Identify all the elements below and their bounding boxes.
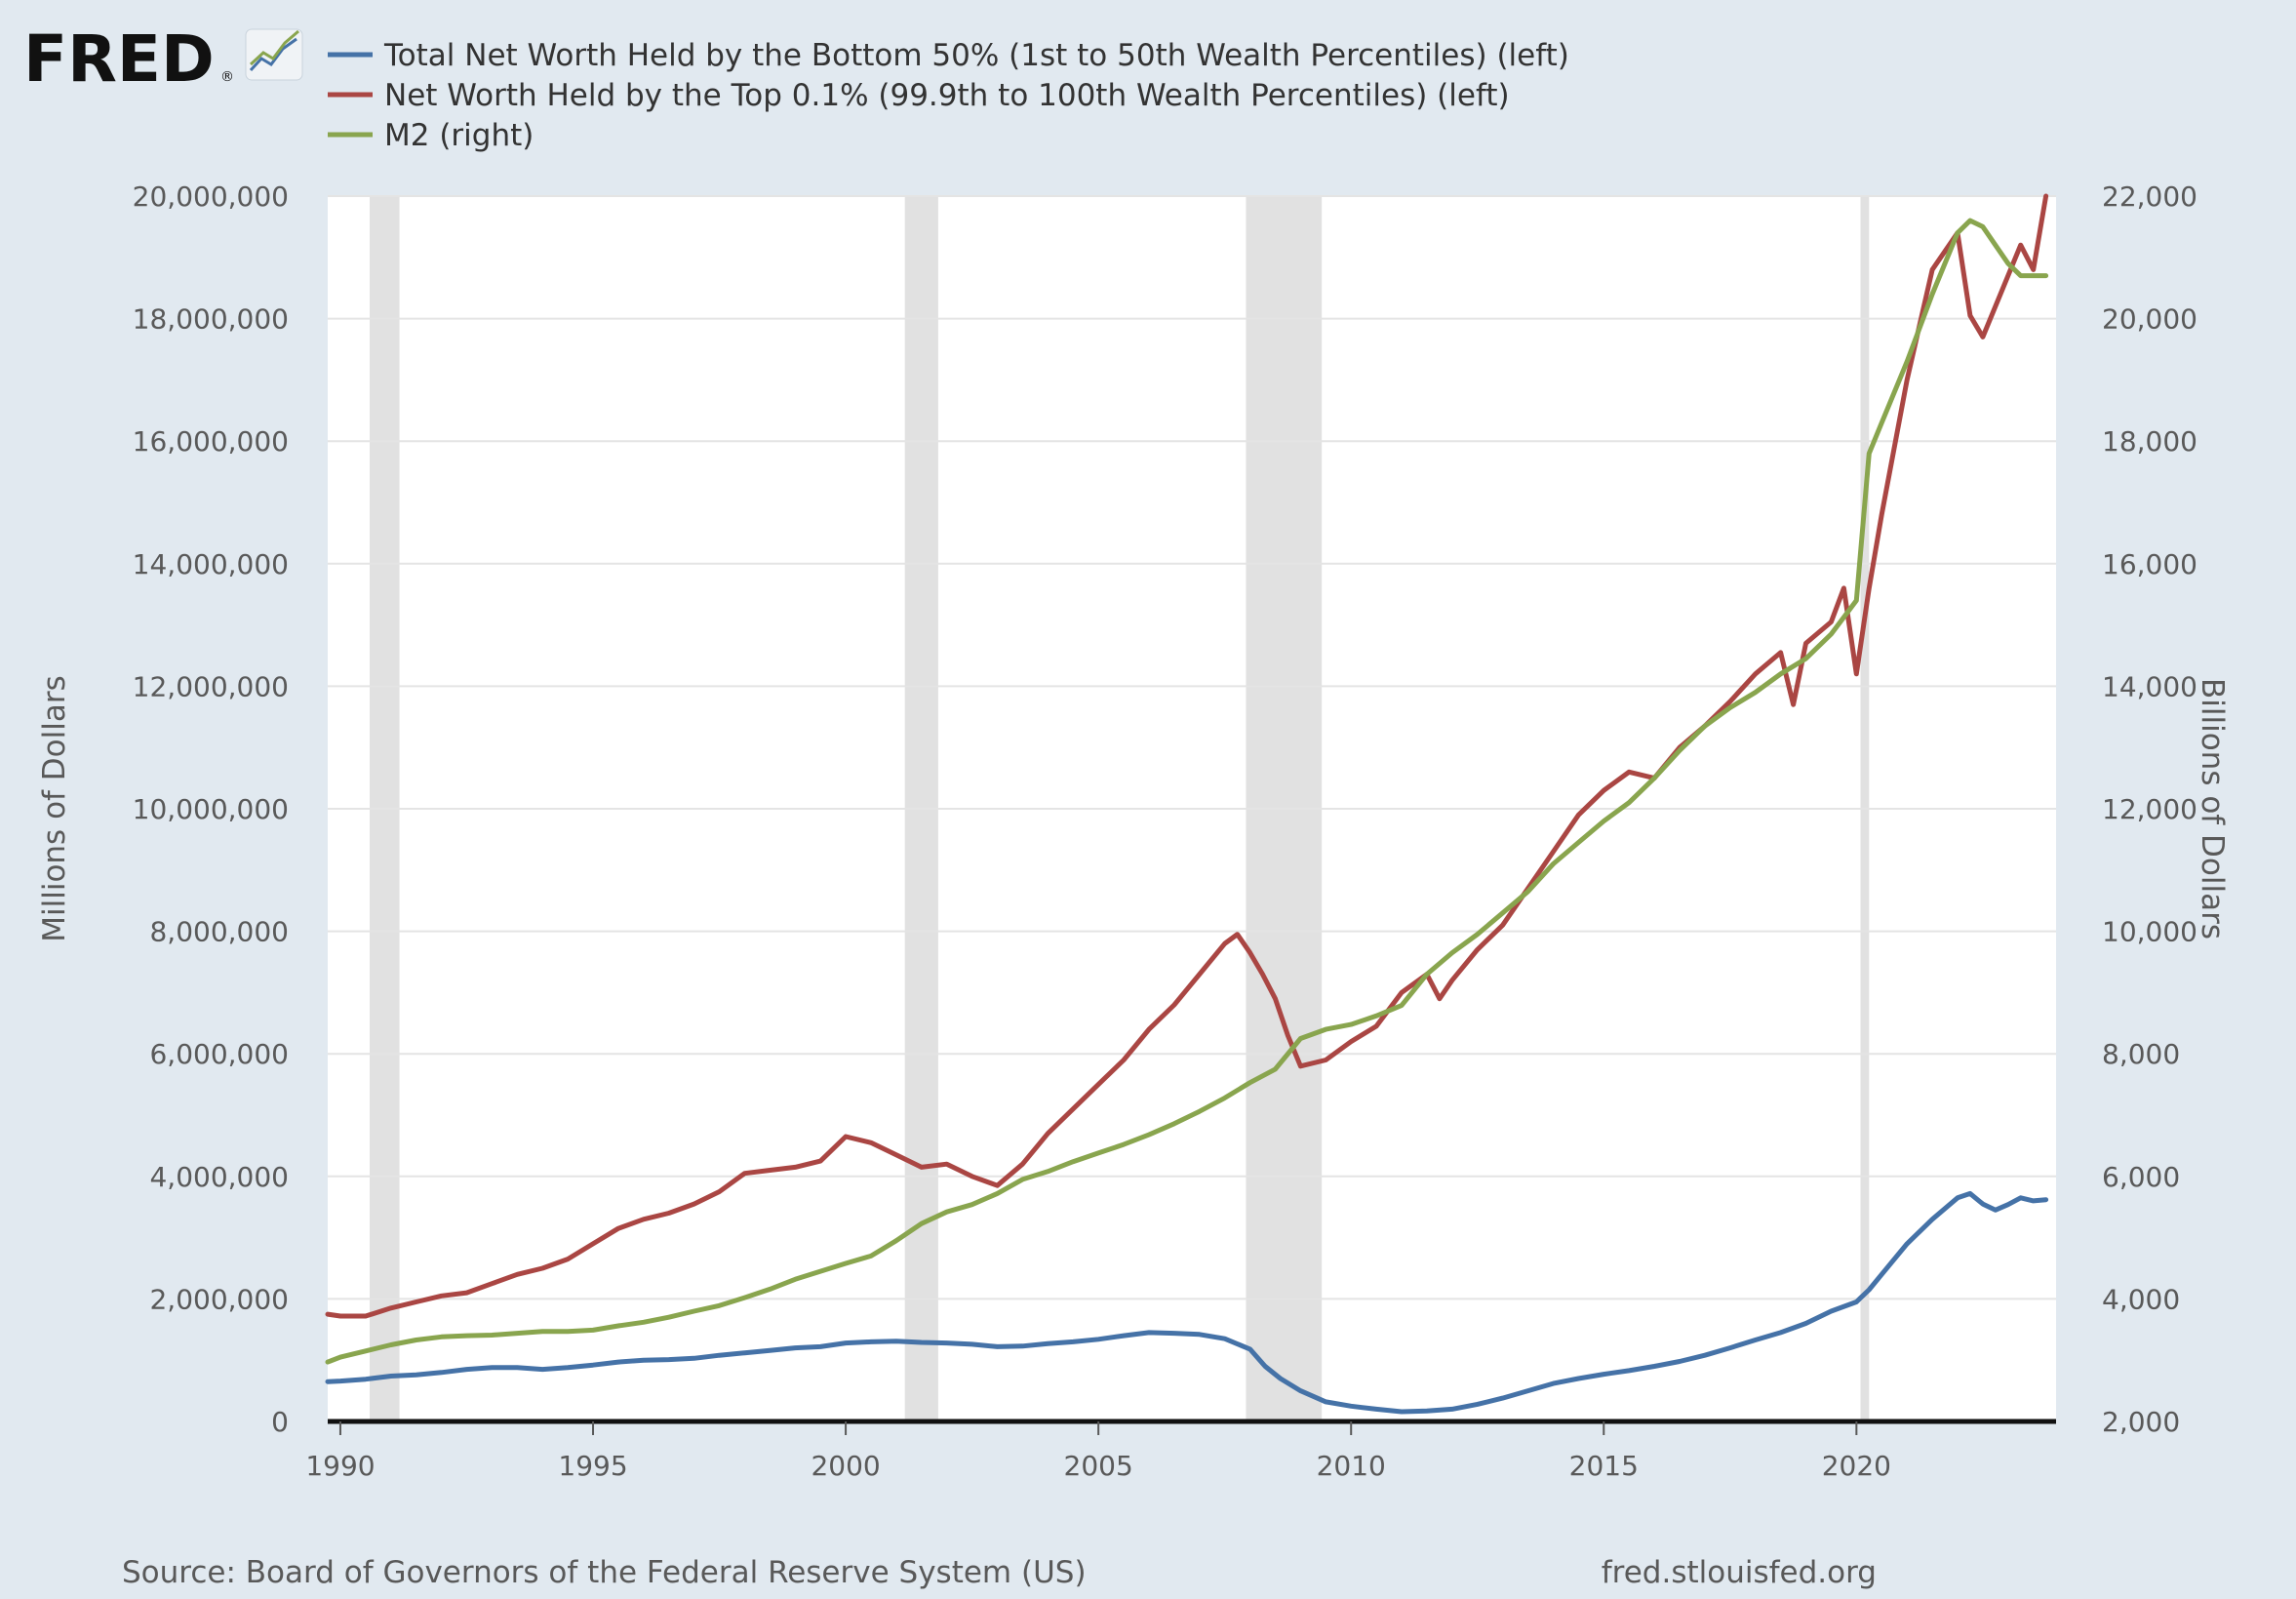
left-tick-label-6: 12,000,000 — [133, 670, 289, 702]
left-tick-label-0: 0 — [271, 1406, 289, 1438]
fred-line-chart-icon — [245, 28, 303, 81]
legend-label-top01: Net Worth Held by the Top 0.1% (99.9th t… — [384, 78, 1510, 113]
x-tick-label-1: 1995 — [558, 1450, 627, 1482]
left-tick-label-9: 18,000,000 — [133, 303, 289, 336]
left-axis-title: Millions of Dollars — [37, 675, 72, 942]
left-tick-label-5: 10,000,000 — [133, 793, 289, 825]
x-tick-label-6: 2020 — [1822, 1450, 1891, 1482]
logo-registered-mark: ® — [220, 69, 234, 85]
right-tick-label-1: 4,000 — [2102, 1283, 2180, 1315]
series-line-m2 — [325, 218, 2049, 1365]
series-lines — [325, 193, 2049, 1415]
left-tick-label-8: 16,000,000 — [133, 425, 289, 458]
left-tick-label-1: 2,000,000 — [149, 1283, 289, 1315]
series-line-top01 — [325, 193, 2049, 1319]
right-tick-label-2: 6,000 — [2102, 1161, 2180, 1193]
x-tick-label-3: 2005 — [1064, 1450, 1133, 1482]
legend-label-m2: M2 (right) — [384, 118, 534, 153]
left-tick-label-3: 6,000,000 — [149, 1038, 289, 1070]
series-line-bottom50 — [325, 1190, 2049, 1415]
legend-label-bottom50: Total Net Worth Held by the Bottom 50% (… — [383, 38, 1569, 73]
fred-url[interactable]: fred.stlouisfed.org — [1602, 1555, 1877, 1590]
logo-text: FRED — [23, 21, 215, 97]
x-tick-label-2: 2000 — [811, 1450, 880, 1482]
right-tick-label-9: 20,000 — [2102, 303, 2197, 336]
right-tick-label-8: 18,000 — [2102, 425, 2197, 458]
legend-item-bottom50[interactable]: Total Net Worth Held by the Bottom 50% (… — [328, 38, 1569, 73]
right-axis-ticks: 2,000 4,000 6,000 8,000 10,000 12,000 14,000 16… — [2102, 180, 2197, 1438]
right-tick-label-7: 16,000 — [2102, 548, 2197, 580]
left-tick-label-4: 8,000,000 — [149, 916, 289, 948]
fred-logo[interactable]: FRED ® — [23, 21, 303, 97]
right-tick-label-3: 8,000 — [2102, 1038, 2180, 1070]
right-tick-label-0: 2,000 — [2102, 1406, 2180, 1438]
right-tick-label-5: 12,000 — [2102, 793, 2197, 825]
right-tick-label-10: 22,000 — [2102, 180, 2197, 213]
source-note: Source: Board of Governors of the Federa… — [122, 1555, 1087, 1590]
grid-lines — [328, 195, 2056, 1300]
left-tick-label-7: 14,000,000 — [133, 548, 289, 580]
x-tick-label-4: 2010 — [1317, 1450, 1386, 1482]
legend-item-m2[interactable]: M2 (right) — [328, 118, 534, 153]
x-tick-label-5: 2015 — [1569, 1450, 1639, 1482]
legend-item-top01[interactable]: Net Worth Held by the Top 0.1% (99.9th t… — [328, 78, 1510, 113]
x-tick-label-0: 1990 — [305, 1450, 375, 1482]
right-tick-label-6: 14,000 — [2102, 670, 2197, 702]
right-tick-label-4: 10,000 — [2102, 916, 2197, 948]
left-tick-label-10: 20,000,000 — [133, 180, 289, 213]
legend: Total Net Worth Held by the Bottom 50% (… — [328, 38, 1569, 153]
left-tick-label-2: 4,000,000 — [149, 1161, 289, 1193]
x-axis-ticks: 1990 1995 2000 2005 2010 2015 2020 — [305, 1421, 1891, 1482]
right-axis-title: Billions of Dollars — [2195, 678, 2230, 939]
left-axis-ticks: 0 2,000,000 4,000,000 6,000,000 8,000,000 10,… — [133, 180, 289, 1438]
